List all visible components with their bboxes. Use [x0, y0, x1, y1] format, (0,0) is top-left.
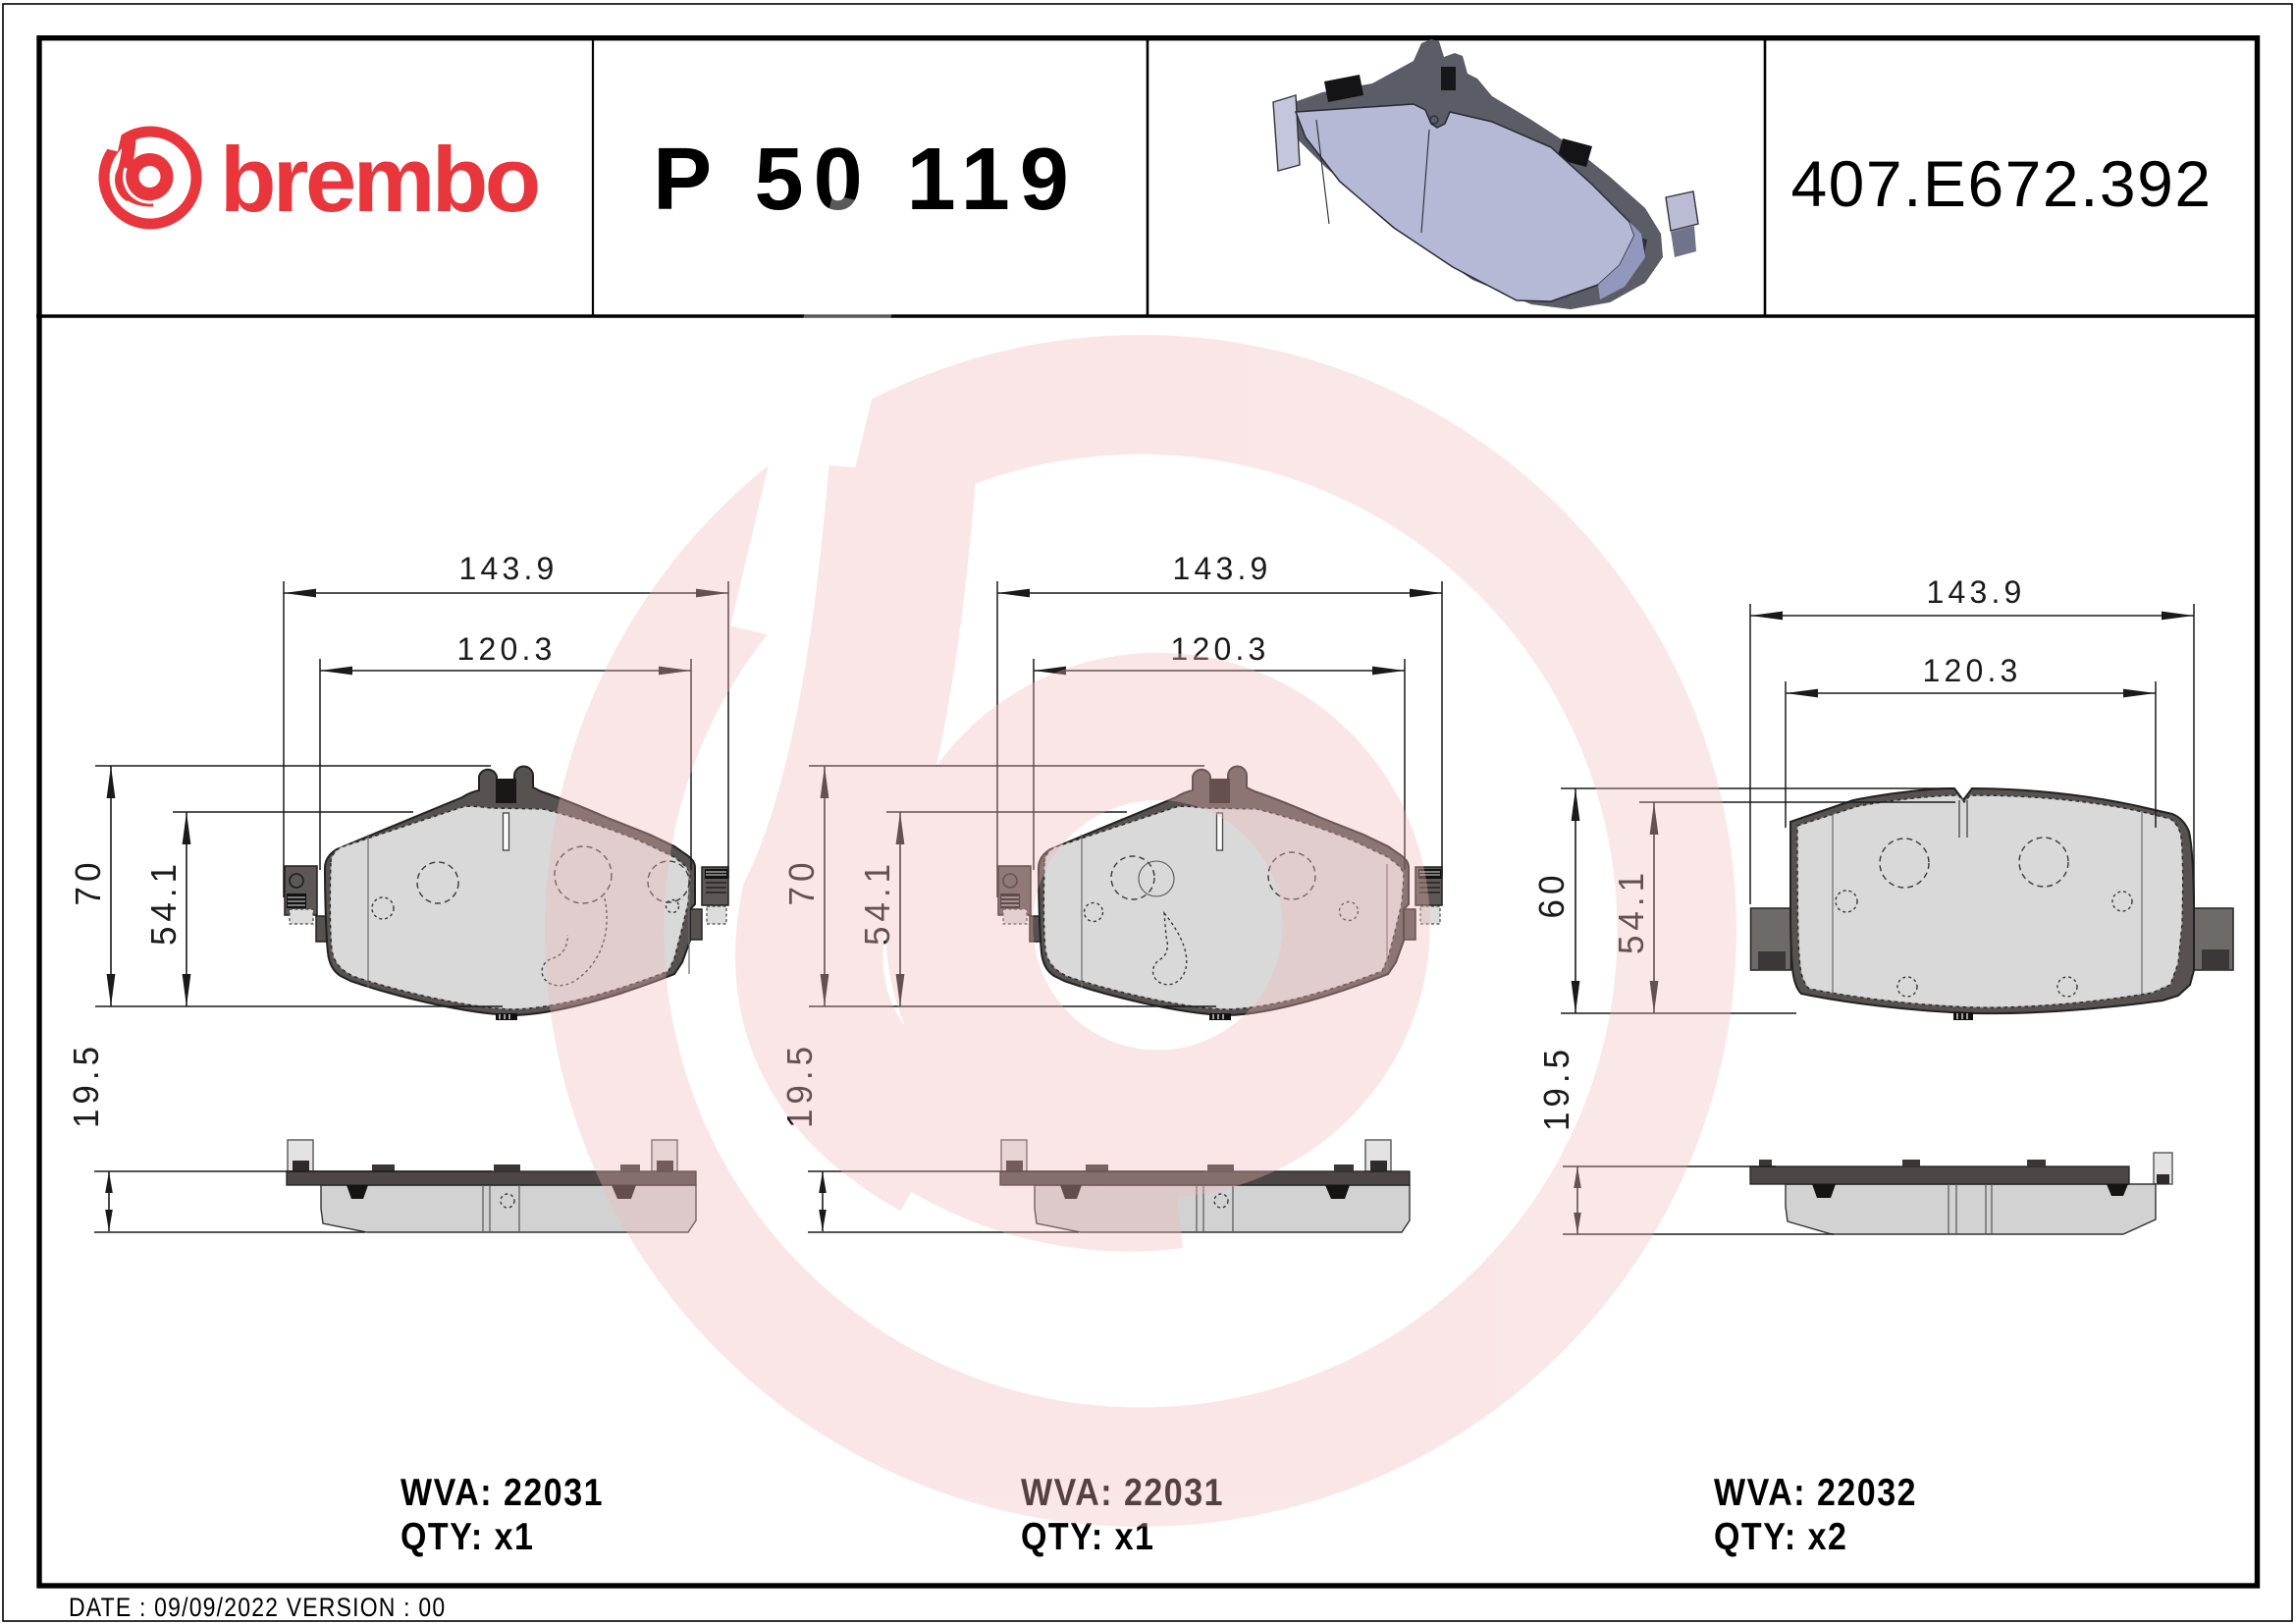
svg-text:DATE : 09/09/2022 VERSION : 00: DATE : 09/09/2022 VERSION : 00 [69, 1595, 446, 1623]
svg-text:WVA: 22031: WVA: 22031 [1021, 1471, 1224, 1514]
svg-text:19.5: 19.5 [1538, 1045, 1576, 1131]
svg-text:QTY: x2: QTY: x2 [1714, 1515, 1847, 1558]
svg-text:P 50 119: P 50 119 [653, 131, 1079, 229]
svg-text:120.3: 120.3 [1922, 653, 2021, 688]
svg-text:407.E672.392: 407.E672.392 [1790, 147, 2212, 220]
svg-text:143.9: 143.9 [1926, 574, 2025, 610]
svg-text:brembo: brembo [220, 128, 538, 231]
svg-text:WVA: 22031: WVA: 22031 [400, 1471, 604, 1514]
svg-text:QTY: x1: QTY: x1 [1021, 1515, 1154, 1558]
svg-text:54.1: 54.1 [1613, 868, 1651, 954]
svg-text:QTY: x1: QTY: x1 [400, 1515, 534, 1558]
svg-text:WVA: 22032: WVA: 22032 [1714, 1471, 1917, 1514]
svg-text:60: 60 [1533, 871, 1572, 919]
